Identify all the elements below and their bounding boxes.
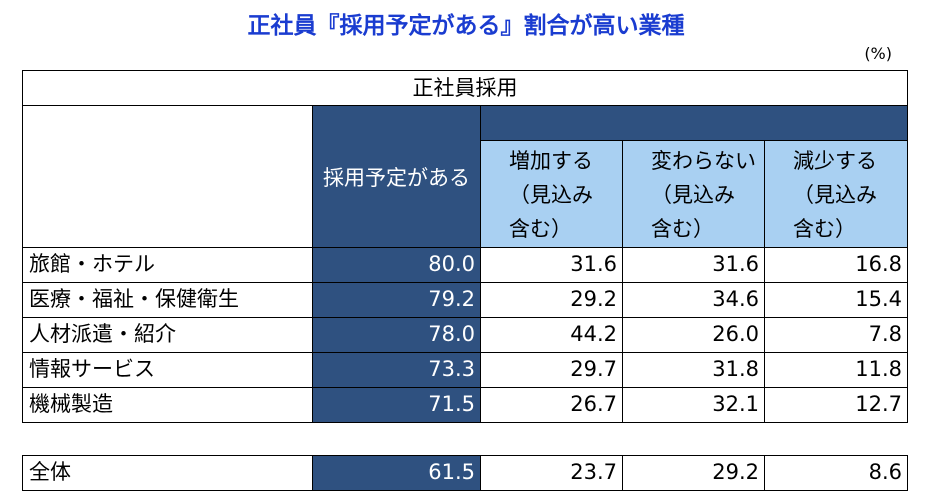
value-cell: 29.7 <box>480 352 623 388</box>
header-cell: 増加する （見込み含む） <box>480 140 623 248</box>
value-cell: 31.8 <box>622 352 765 388</box>
row-label: 情報サービス <box>22 352 313 388</box>
value-cell: 32.1 <box>622 387 765 423</box>
value-cell: 79.2 <box>312 282 481 318</box>
value-cell: 71.5 <box>312 387 481 423</box>
value-cell: 23.7 <box>480 455 623 491</box>
header-text: （見込み <box>509 183 593 207</box>
header-text: 増加する <box>509 149 593 173</box>
value-cell: 7.8 <box>764 317 908 353</box>
row-label: 医療・福祉・保健衛生 <box>22 282 313 318</box>
title: 正社員『採用予定がある』割合が高い業種 <box>247 13 685 39</box>
header-cell: 変わらない （見込み含む） <box>622 140 765 248</box>
value-cell: 26.7 <box>480 387 623 423</box>
header-cell: 減少する （見込み含む） <box>764 140 908 248</box>
value-cell: 34.6 <box>622 282 765 318</box>
value-cell: 16.8 <box>764 247 908 283</box>
row-label: 機械製造 <box>22 387 313 423</box>
value-cell: 12.7 <box>764 387 908 423</box>
value-cell: 11.8 <box>764 352 908 388</box>
header-text: 変わらない <box>651 149 756 173</box>
value-cell: 8.6 <box>764 455 908 491</box>
header-text: 含む） <box>509 217 572 241</box>
unit: (%) <box>864 44 892 63</box>
header-text: 含む） <box>651 217 714 241</box>
header-cell: 採用予定がある <box>312 105 481 248</box>
header-text: （見込み <box>651 183 735 207</box>
value-cell: 31.6 <box>622 247 765 283</box>
header-blank <box>22 105 313 248</box>
value-cell: 29.2 <box>480 282 623 318</box>
value-cell: 31.6 <box>480 247 623 283</box>
value-cell: 80.0 <box>312 247 481 283</box>
value-cell: 73.3 <box>312 352 481 388</box>
value-cell: 26.0 <box>622 317 765 353</box>
value-cell: 44.2 <box>480 317 623 353</box>
value-cell: 61.5 <box>312 455 481 491</box>
group-header: 正社員採用 <box>22 70 908 106</box>
value-cell: 78.0 <box>312 317 481 353</box>
value-cell: 29.2 <box>622 455 765 491</box>
row-label: 全体 <box>22 455 313 491</box>
row-label: 旅館・ホテル <box>22 247 313 283</box>
value-cell: 15.4 <box>764 282 908 318</box>
header-text: 採用予定がある <box>323 165 470 190</box>
row-label: 人材派遣・紹介 <box>22 317 313 353</box>
header-text: （見込み <box>793 183 877 207</box>
header-text: 含む） <box>793 217 856 241</box>
header-text: 減少する <box>793 149 877 173</box>
